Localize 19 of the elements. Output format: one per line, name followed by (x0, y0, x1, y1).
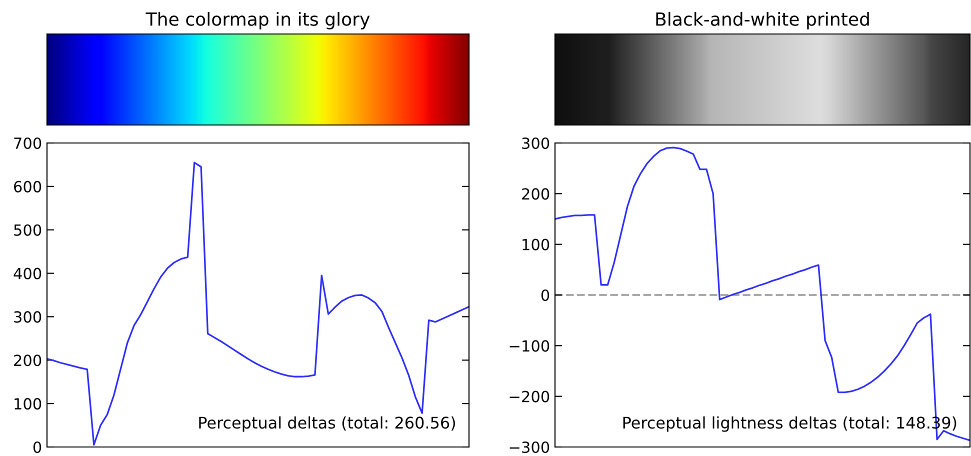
y-tick-label: −300 (510, 441, 550, 454)
y-tick-label: 0 (541, 289, 550, 302)
chart-title: Black-and-white printed (656, 12, 869, 30)
y-tick-label: 700 (14, 137, 42, 150)
y-tick-label: 300 (522, 137, 550, 150)
y-tick-label: 500 (14, 224, 42, 236)
y-tick-label: −200 (510, 390, 550, 402)
y-tick-label: 100 (14, 398, 42, 410)
y-tick-label: 200 (522, 188, 550, 200)
y-tick-label: 100 (522, 238, 550, 250)
y-tick-label: 600 (14, 180, 42, 192)
y-tick-label: −100 (510, 340, 550, 352)
y-tick-label: 400 (14, 268, 42, 280)
y-tick-label: 200 (14, 354, 42, 366)
annotation: Perceptual deltas (total: 260.56) (199, 416, 455, 432)
y-tick-label: 0 (33, 441, 42, 454)
chart-title: The colormap in its glory (146, 12, 370, 30)
line-series (555, 146, 970, 442)
y-tick-label: 300 (14, 311, 42, 323)
